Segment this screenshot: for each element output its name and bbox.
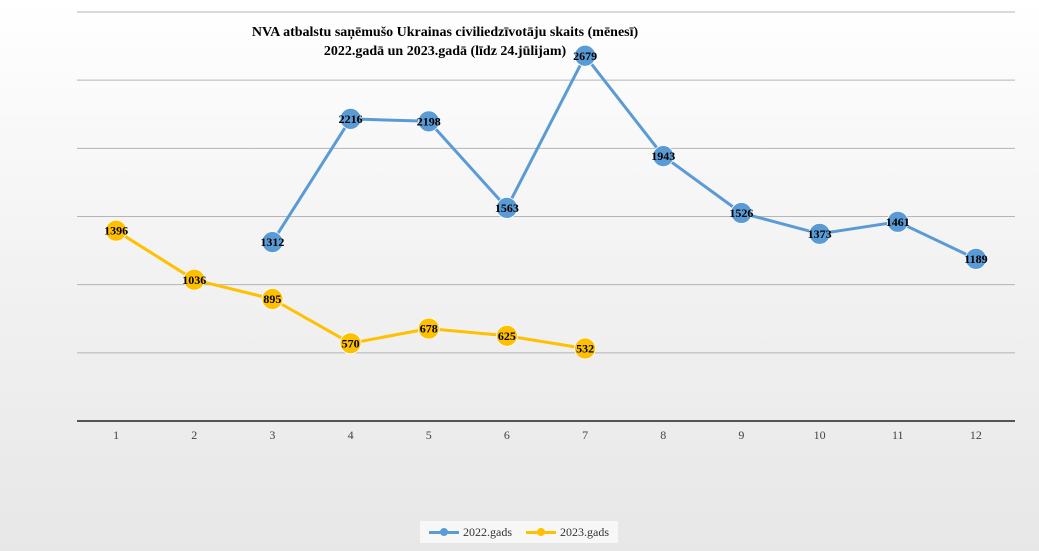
- data-point-2022.gads-12: [965, 247, 987, 270]
- data-label-2022.gads-4: 2216: [339, 112, 363, 126]
- x-tick-label-6: 6: [504, 428, 510, 442]
- data-point-2023.gads-3: [261, 288, 284, 310]
- data-point-2023.gads-2: [183, 268, 206, 291]
- data-point-2022.gads-8: [652, 145, 675, 168]
- x-tick-label-2: 2: [191, 428, 197, 442]
- data-point-2023.gads-4: [339, 332, 362, 355]
- data-point-2022.gads-6: [496, 197, 518, 219]
- x-tick-label-3: 3: [269, 428, 275, 442]
- data-point-2023.gads-7: [574, 337, 596, 360]
- legend-label-2023: 2023.gads: [560, 524, 609, 539]
- data-point-2023.gads-1: [105, 219, 127, 242]
- data-point-2022.gads-4: [339, 107, 362, 130]
- legend-item-2022: 2022.gads: [429, 525, 512, 540]
- legend: 2022.gads 2023.gads: [420, 521, 618, 543]
- data-label-2023.gads-2: 1036: [182, 273, 206, 287]
- data-point-2022.gads-7: [574, 44, 596, 67]
- data-label-2022.gads-8: 1943: [651, 149, 675, 163]
- x-tick-label-5: 5: [426, 428, 432, 442]
- data-point-2022.gads-10: [808, 222, 831, 245]
- data-label-2023.gads-3: 895: [263, 292, 281, 306]
- data-point-2023.gads-5: [417, 317, 440, 340]
- x-tick-label-7: 7: [582, 428, 588, 442]
- legend-label-2022: 2022.gads: [463, 524, 512, 539]
- data-label-2023.gads-1: 1396: [104, 224, 128, 238]
- x-tick-label-1: 1: [113, 428, 119, 442]
- data-label-2022.gads-3: 1312: [260, 235, 284, 249]
- chart-title-line-2: 2022.gadā un 2023.gadā (līdz 24.jūlijam): [323, 44, 567, 59]
- data-point-2022.gads-5: [417, 110, 440, 133]
- x-tick-label-4: 4: [348, 428, 354, 442]
- data-label-2022.gads-10: 1373: [808, 227, 832, 241]
- data-label-2023.gads-7: 532: [576, 341, 594, 355]
- x-tick-label-9: 9: [738, 428, 744, 442]
- data-point-2022.gads-9: [730, 202, 753, 224]
- data-label-2022.gads-11: 1461: [886, 215, 910, 229]
- legend-swatch-2023: [526, 527, 556, 537]
- data-label-2023.gads-6: 625: [498, 329, 516, 343]
- x-tick-label-12: 12: [970, 428, 982, 442]
- data-label-2023.gads-5: 678: [420, 322, 438, 336]
- x-tick-label-11: 11: [892, 428, 904, 442]
- data-label-2022.gads-6: 1563: [495, 201, 519, 215]
- data-label-2022.gads-7: 2679: [573, 49, 597, 63]
- legend-swatch-2022: [429, 527, 459, 537]
- data-label-2022.gads-5: 2198: [417, 114, 441, 128]
- chart-title-line-1: NVA atbalstu saņēmušo Ukrainas civiliedz…: [251, 25, 639, 40]
- series-line-2022.gads: [271, 54, 977, 261]
- legend-item-2023: 2023.gads: [526, 525, 609, 540]
- data-point-2022.gads-3: [261, 231, 284, 254]
- data-label-2022.gads-9: 1526: [729, 206, 753, 220]
- data-label-2022.gads-12: 1189: [964, 252, 987, 266]
- x-tick-label-8: 8: [660, 428, 666, 442]
- data-point-2023.gads-6: [496, 324, 518, 347]
- data-label-2023.gads-4: 570: [342, 336, 360, 350]
- x-tick-label-10: 10: [814, 428, 826, 442]
- data-point-2022.gads-11: [886, 210, 909, 233]
